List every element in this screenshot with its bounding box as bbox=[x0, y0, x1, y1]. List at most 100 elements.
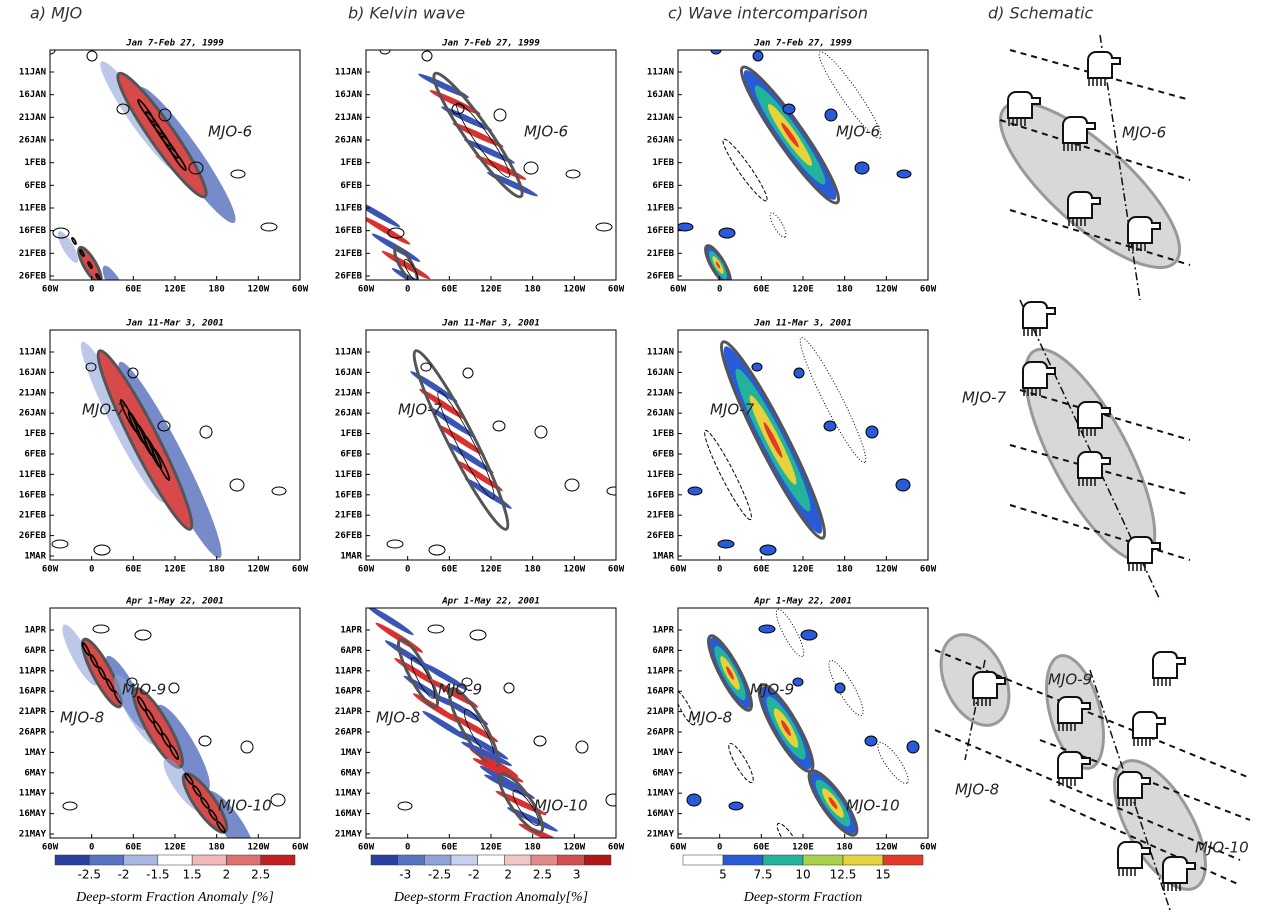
panel-title: Apr 1-May 22, 2001 bbox=[753, 597, 852, 607]
contour bbox=[158, 108, 172, 122]
contour bbox=[834, 682, 846, 694]
y-tick-label: 26APR bbox=[335, 728, 363, 738]
y-tick-label: 11JAN bbox=[335, 68, 362, 78]
feature bbox=[728, 742, 754, 784]
contour bbox=[85, 362, 97, 372]
x-tick-label: 60W bbox=[608, 565, 625, 575]
stripe bbox=[429, 679, 479, 708]
x-tick-label: 60E bbox=[753, 285, 769, 295]
y-tick-label: 26JAN bbox=[335, 409, 362, 419]
colorbar-tick-label: 3 bbox=[573, 868, 581, 882]
colorbar-label: Deep-storm Fraction bbox=[743, 890, 863, 905]
feature bbox=[722, 138, 768, 202]
y-tick-label: 6FEB bbox=[24, 181, 46, 191]
annotation: MJO-7 bbox=[710, 401, 755, 419]
x-tick-label: 120E bbox=[164, 565, 186, 575]
contour bbox=[823, 420, 837, 432]
contour bbox=[462, 367, 474, 379]
y-tick-label: 11MAY bbox=[647, 789, 675, 799]
contour bbox=[157, 420, 171, 432]
contour bbox=[678, 222, 694, 232]
colorbar-tick-label: 2.5 bbox=[533, 868, 552, 882]
contour bbox=[752, 50, 764, 62]
colorbar-tick-label: -2 bbox=[118, 868, 130, 882]
annotation: MJO-10 bbox=[534, 797, 588, 815]
field bbox=[62, 624, 286, 838]
contour bbox=[606, 486, 616, 496]
cloud-icon bbox=[1132, 711, 1166, 739]
x-tick-label: 120E bbox=[480, 843, 502, 853]
feature bbox=[169, 147, 187, 171]
feature bbox=[145, 111, 163, 135]
feature bbox=[704, 429, 752, 521]
annotation: MJO-9 bbox=[438, 681, 482, 699]
contour bbox=[792, 677, 804, 687]
y-tick-label: 26JAN bbox=[647, 409, 674, 419]
contour bbox=[387, 227, 405, 239]
contour bbox=[895, 478, 911, 492]
y-tick-label: 11APR bbox=[19, 666, 47, 676]
colorbar-tick-label: -1.5 bbox=[146, 868, 169, 882]
colorbar-tick-label: 7.5 bbox=[753, 868, 772, 882]
y-tick-label: 1FEB bbox=[340, 158, 362, 168]
x-tick-label: 60W bbox=[42, 843, 59, 853]
contour bbox=[270, 793, 286, 807]
x-tick-label: 120W bbox=[875, 843, 897, 853]
feature bbox=[200, 796, 210, 810]
track-line bbox=[1089, 669, 1171, 911]
y-tick-label: 26FEB bbox=[335, 531, 363, 541]
feature bbox=[807, 769, 859, 837]
colorbar-swatch bbox=[450, 854, 478, 866]
contour bbox=[565, 169, 581, 179]
annotation: MJO-7 bbox=[398, 401, 443, 419]
contour bbox=[469, 629, 487, 641]
colorbar-tick-label: 12.5 bbox=[830, 868, 857, 882]
wave-line bbox=[1009, 504, 1191, 561]
cloud-icon bbox=[1127, 216, 1161, 244]
y-tick-label: 6FEB bbox=[652, 181, 674, 191]
contour bbox=[379, 50, 391, 55]
colorbar-swatch bbox=[424, 854, 452, 866]
contour bbox=[126, 677, 138, 687]
x-tick-label: 120E bbox=[164, 285, 186, 295]
panel-title: Jan 7-Feb 27, 1999 bbox=[753, 39, 852, 49]
feature bbox=[828, 797, 838, 809]
x-tick-label: 60W bbox=[920, 565, 937, 575]
y-tick-label: 26FEB bbox=[647, 531, 675, 541]
y-tick-label: 11JAN bbox=[19, 68, 46, 78]
x-tick-label: 60W bbox=[358, 565, 375, 575]
stripe bbox=[418, 73, 469, 98]
feature bbox=[781, 122, 799, 148]
stripe bbox=[422, 710, 470, 742]
y-tick-label: 6FEB bbox=[652, 450, 674, 460]
stripe bbox=[366, 198, 401, 228]
x-tick-label: 60E bbox=[441, 843, 457, 853]
feature bbox=[184, 772, 194, 786]
colorbar-swatch bbox=[802, 854, 844, 866]
x-tick-label: 60W bbox=[608, 843, 625, 853]
contour bbox=[397, 801, 413, 811]
x-tick-label: 120E bbox=[792, 285, 814, 295]
y-tick-label: 11FEB bbox=[647, 204, 675, 214]
stripe bbox=[507, 807, 558, 832]
contour bbox=[533, 735, 547, 747]
feature bbox=[71, 237, 77, 245]
wave-line bbox=[1009, 209, 1191, 266]
contour bbox=[728, 801, 744, 811]
x-tick-label: 120E bbox=[480, 565, 502, 575]
annotation: MJO-6 bbox=[208, 123, 252, 141]
y-tick-label: 16MAY bbox=[335, 809, 363, 819]
colorbar-swatch bbox=[530, 854, 558, 866]
y-tick-label: 26FEB bbox=[19, 272, 47, 282]
stripe bbox=[484, 774, 535, 799]
stripe bbox=[475, 155, 527, 180]
contour bbox=[428, 544, 446, 556]
colorbar-tick-label: 2 bbox=[504, 868, 512, 882]
y-tick-label: 11JAN bbox=[19, 348, 46, 358]
contour bbox=[427, 624, 445, 634]
stripe bbox=[403, 675, 452, 706]
contour bbox=[800, 629, 818, 641]
field bbox=[687, 336, 911, 556]
feature bbox=[168, 744, 180, 760]
contour bbox=[824, 108, 838, 122]
